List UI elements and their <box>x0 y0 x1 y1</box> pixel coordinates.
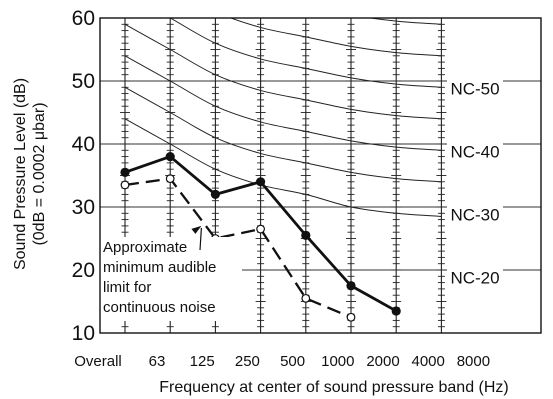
y-axis-label-line2: (0dB = 0.0002 μbar) <box>31 102 48 245</box>
y-tick-label: 20 <box>72 259 95 282</box>
annotation-bg <box>100 237 242 321</box>
y-tick-label: 60 <box>72 7 95 30</box>
labels: 10 20 30 40 50 60 Overall 63 125 250 500 1000 2000 40… <box>72 7 503 370</box>
data-point-open <box>165 174 175 184</box>
data-point-filled <box>346 281 356 291</box>
data-point-open <box>256 224 266 234</box>
nc-label-bg <box>447 265 503 287</box>
series-line-dashed <box>124 177 352 319</box>
nc-curve <box>124 55 442 151</box>
x-tick-label: Overall <box>74 353 122 370</box>
data-point-open <box>346 312 356 322</box>
annotation-line: limit for <box>103 279 151 296</box>
data-point-open <box>301 293 311 303</box>
annotation-arrow <box>199 227 202 251</box>
y-tick-label: 30 <box>72 196 95 219</box>
y-tick-label: 40 <box>72 133 95 156</box>
x-tick-label: 8000 <box>457 353 490 370</box>
data-point-filled <box>301 230 311 240</box>
nc-curve <box>367 18 442 25</box>
data-series <box>120 152 401 322</box>
nc-label-bg <box>447 139 503 161</box>
plot-frame <box>99 17 542 334</box>
nc-label: NC-30 <box>450 205 499 224</box>
nc-curve <box>124 86 442 183</box>
x-tick-label: 1000 <box>321 353 354 370</box>
nc-curve <box>124 23 442 120</box>
annotation-arrowhead <box>191 225 202 234</box>
nc-label-bg <box>447 76 503 98</box>
nc-label: NC-50 <box>450 79 499 98</box>
annotation-line: continuous noise <box>103 299 216 316</box>
data-point-filled <box>210 189 220 199</box>
x-tick-label: 4000 <box>412 353 445 370</box>
y-tick-label: 50 <box>72 70 95 93</box>
nc-curve <box>124 118 442 217</box>
nc-label: NC-40 <box>450 142 499 161</box>
x-tick-label: 63 <box>149 353 166 370</box>
x-tick-label: 250 <box>235 353 260 370</box>
data-point-open <box>120 180 130 190</box>
x-tick-label: 125 <box>190 353 215 370</box>
nc-curve <box>229 18 442 57</box>
y-tick-label: 10 <box>72 322 95 345</box>
y-axis-label-line1: Sound Pressure Level (dB) <box>12 78 29 270</box>
annotation-line: minimum audible <box>103 259 216 276</box>
x-tick-label: 500 <box>280 353 305 370</box>
nc-curve <box>169 18 442 88</box>
x-axis-label: Frequency at center of sound pressure ba… <box>159 379 509 396</box>
nc-label-bg <box>447 202 503 224</box>
nc-label: NC-20 <box>450 268 499 287</box>
data-point-filled <box>165 152 175 162</box>
nc-curves <box>124 18 442 217</box>
annotation-line: Approximate <box>103 239 187 256</box>
data-point-filled <box>120 167 130 177</box>
data-point-filled <box>391 306 401 316</box>
data-point-filled <box>256 177 266 187</box>
x-tick-label: 2000 <box>366 353 399 370</box>
